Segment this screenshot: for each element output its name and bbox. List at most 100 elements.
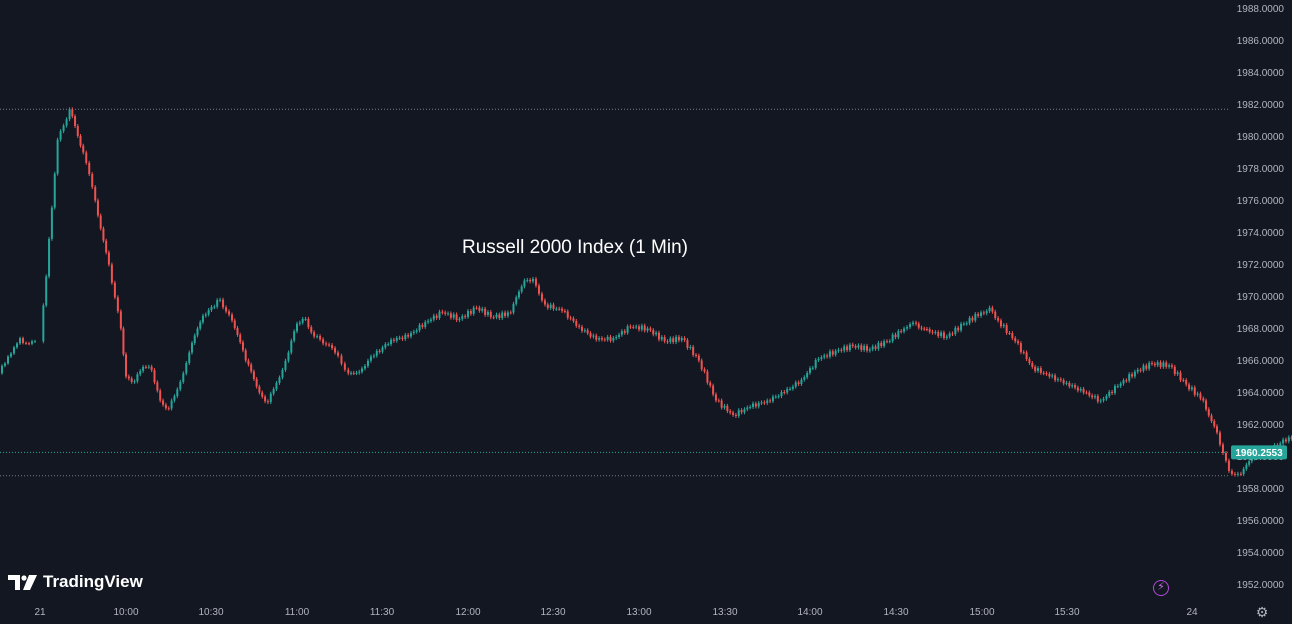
- candle: [868, 349, 871, 351]
- x-tick-label: 14:00: [797, 607, 822, 618]
- candle: [763, 402, 766, 404]
- candle: [1148, 362, 1151, 369]
- candle: [1207, 409, 1210, 416]
- candle: [589, 333, 592, 337]
- candle: [700, 360, 703, 370]
- current-price-label: 1960.2553: [1235, 448, 1283, 459]
- candle: [150, 366, 153, 371]
- candle: [974, 314, 977, 321]
- candle: [894, 334, 897, 338]
- candle: [626, 326, 629, 333]
- candle: [1065, 382, 1068, 384]
- candle: [296, 323, 298, 332]
- candle: [352, 372, 355, 374]
- candle: [529, 279, 532, 282]
- x-tick-label: 13:30: [712, 607, 737, 618]
- x-tick-label: 11:30: [370, 607, 395, 618]
- candle: [481, 308, 484, 311]
- gear-icon[interactable]: ⚙: [1255, 604, 1269, 620]
- candle: [1105, 396, 1108, 399]
- candle: [515, 297, 518, 304]
- candle: [366, 360, 369, 366]
- candle: [358, 371, 361, 373]
- candle: [1239, 473, 1242, 475]
- candle: [954, 327, 957, 334]
- candle: [643, 325, 646, 331]
- candle: [375, 350, 378, 356]
- candle: [412, 331, 415, 334]
- candle: [777, 396, 780, 398]
- candle: [281, 369, 284, 378]
- candle: [814, 359, 817, 368]
- candle: [692, 346, 695, 356]
- candle: [266, 401, 269, 403]
- candle: [310, 327, 313, 333]
- candle: [1215, 426, 1218, 433]
- candle: [110, 264, 113, 283]
- candle: [686, 340, 689, 348]
- candle: [906, 327, 909, 329]
- candle: [920, 327, 923, 329]
- lightning-bolt-icon[interactable]: ⚡: [1153, 580, 1169, 596]
- candle: [392, 339, 395, 341]
- candle: [766, 400, 769, 403]
- candle: [931, 331, 934, 333]
- candle: [418, 325, 421, 331]
- candle: [82, 145, 85, 153]
- candle: [363, 365, 366, 369]
- candle: [427, 320, 430, 323]
- candle: [42, 305, 45, 342]
- y-tick-label: 1970.0000: [1237, 292, 1285, 303]
- candle: [854, 346, 857, 348]
- candle: [1054, 375, 1057, 381]
- candle: [857, 345, 860, 348]
- candle: [85, 152, 88, 163]
- candle: [1153, 363, 1156, 366]
- candle: [1224, 453, 1227, 461]
- candle: [828, 351, 831, 357]
- tradingview-logo[interactable]: TradingView: [8, 572, 143, 592]
- candle: [337, 352, 340, 356]
- candle: [1034, 366, 1037, 371]
- candle: [885, 341, 888, 343]
- y-tick-label: 1968.0000: [1237, 324, 1285, 335]
- y-tick-label: 1964.0000: [1237, 388, 1285, 399]
- candle: [848, 344, 851, 351]
- candle: [298, 322, 301, 324]
- candle: [900, 331, 903, 333]
- candle: [509, 312, 512, 314]
- y-tick-label: 1988.0000: [1237, 4, 1285, 15]
- candle: [272, 389, 275, 394]
- candle: [534, 278, 537, 286]
- candle: [1102, 398, 1105, 401]
- candle: [1202, 398, 1205, 401]
- candle: [726, 405, 729, 412]
- candle: [216, 300, 219, 307]
- candle: [1005, 325, 1008, 333]
- candle: [1159, 362, 1162, 367]
- candle: [709, 382, 712, 386]
- candle: [1142, 365, 1145, 371]
- candle: [791, 386, 794, 389]
- candle: [1119, 383, 1122, 387]
- candle: [962, 323, 965, 325]
- candle: [369, 356, 372, 361]
- candle: [247, 360, 250, 365]
- y-tick-label: 1956.0000: [1237, 516, 1285, 527]
- candle: [319, 336, 322, 340]
- candle: [48, 238, 51, 277]
- candle: [909, 324, 912, 328]
- candle: [638, 326, 640, 330]
- candle: [378, 350, 381, 352]
- candle: [1111, 391, 1114, 393]
- candle: [444, 312, 447, 314]
- candle: [677, 336, 680, 341]
- x-tick-label: 12:00: [455, 607, 480, 618]
- time-axis[interactable]: 21 10:00 10:30 11:00 11:30 12:00 12:30 13:00 13:…: [34, 607, 1198, 618]
- candle: [968, 317, 971, 324]
- candle: [549, 304, 552, 308]
- candle: [697, 355, 700, 361]
- candle: [1188, 384, 1191, 390]
- candle: [997, 318, 1000, 321]
